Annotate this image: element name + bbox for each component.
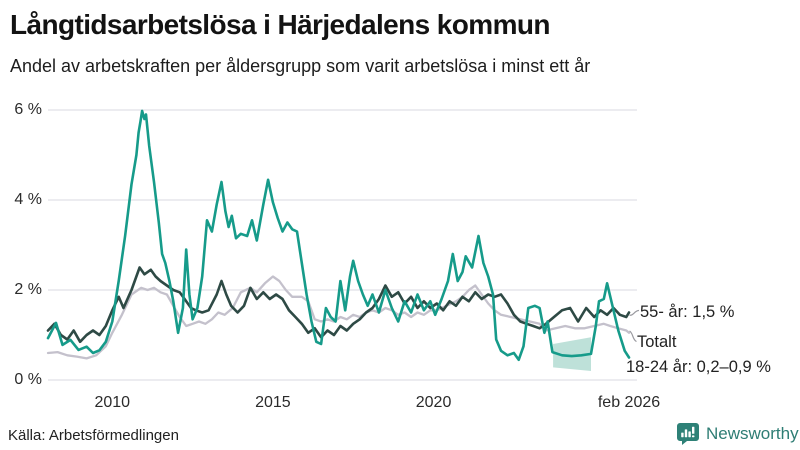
- connector-totalt: [629, 330, 637, 343]
- y-tick-label: 0 %: [14, 371, 42, 388]
- page-subtitle: Andel av arbetskraften per åldersgrupp s…: [10, 56, 591, 76]
- page-title: Långtidsarbetslösa i Härjedalens kommun: [10, 9, 550, 40]
- y-tick-label: 4 %: [14, 191, 42, 208]
- x-tick-label: 2020: [415, 394, 452, 411]
- y-tick-label: 6 %: [14, 101, 42, 118]
- x-tick-label: feb 2026: [597, 394, 661, 411]
- newsworthy-brand-label: Newsworthy: [706, 424, 799, 443]
- annotation-totalt: Totalt: [637, 333, 677, 351]
- newsworthy-chart-bubble-icon: [677, 423, 699, 445]
- y-tick-label: 2 %: [14, 281, 42, 298]
- annotation-18-24-ar: 18-24 år: 0,2–0,9 %: [626, 358, 771, 376]
- source-note: Källa: Arbetsförmedlingen: [8, 427, 179, 444]
- series-line-18-24: [46, 109, 631, 362]
- x-tick-label: 2010: [94, 394, 131, 411]
- series-line-totalt: [46, 275, 631, 360]
- newsworthy-logo[interactable]: Newsworthy: [676, 421, 799, 447]
- x-tick-label: 2015: [255, 394, 291, 411]
- connector-55-ar: [629, 309, 640, 316]
- uncertainty-band: [553, 337, 591, 371]
- annotation-55-ar: 55- år: 1,5 %: [640, 303, 735, 321]
